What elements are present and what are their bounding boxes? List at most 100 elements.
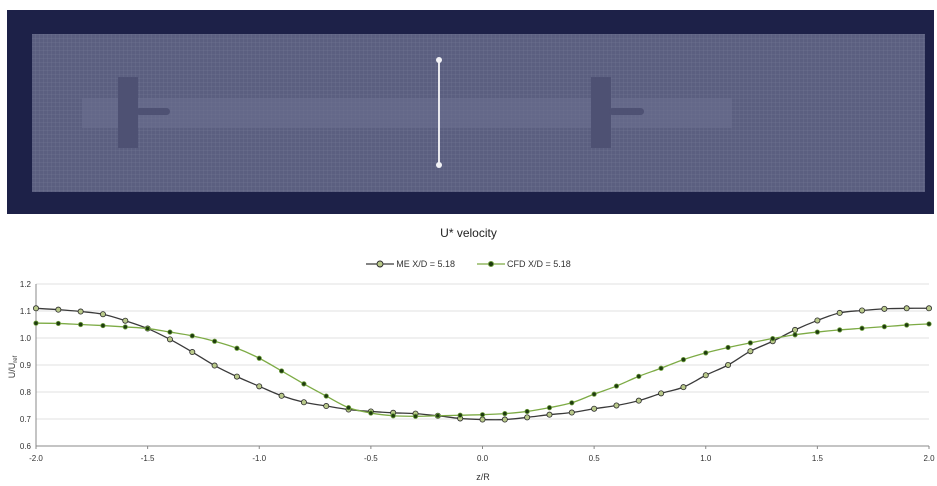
data-point-me — [591, 405, 598, 412]
data-point-cfd — [747, 340, 754, 346]
data-point-me — [836, 309, 843, 316]
data-point-me — [189, 349, 196, 356]
chart-legend: ME X/D = 5.18 CFD X/D = 5.18 — [0, 259, 937, 269]
data-point-me — [903, 305, 910, 312]
data-point-me — [77, 308, 84, 315]
data-point-me — [300, 399, 307, 406]
data-point-me — [524, 414, 531, 421]
data-point-cfd — [301, 381, 307, 387]
x-tick-label: -1.0 — [252, 454, 266, 463]
data-point-cfd — [167, 329, 173, 335]
legend-marker-cfd — [477, 260, 505, 268]
data-point-cfd — [323, 393, 329, 399]
chart-tick-labels: 0.6 0.7 0.8 0.9 1.0 1.1 1.2 -2.0 -1.5 -1.0 -0.5 0.0… — [20, 280, 935, 463]
data-point-me — [658, 390, 665, 397]
data-point-me — [680, 384, 687, 391]
data-point-me — [55, 306, 62, 313]
data-point-me — [881, 305, 888, 312]
data-point-me — [725, 362, 732, 369]
data-point-cfd — [725, 344, 731, 351]
data-point-cfd — [770, 335, 776, 342]
upstream-turbine-rotor — [118, 77, 138, 148]
velocity-line-chart: 0.6 0.7 0.8 0.9 1.0 1.1 1.2 -2.0 -1.5 -1.0 -0.5 0.0… — [7, 280, 935, 482]
legend-entry-me: ME X/D = 5.18 — [366, 259, 455, 269]
data-point-cfd — [859, 325, 865, 331]
y-tick-label: 0.6 — [20, 442, 32, 451]
y-tick-label: 1.0 — [20, 334, 32, 343]
data-point-cfd — [904, 322, 910, 328]
data-point-cfd — [100, 322, 106, 329]
data-point-me — [278, 392, 285, 399]
y-axis-label: U/Uref — [7, 355, 19, 378]
legend-entry-cfd: CFD X/D = 5.18 — [477, 259, 571, 269]
data-point-me — [166, 336, 173, 343]
data-point-cfd — [479, 412, 486, 418]
data-point-me — [926, 305, 933, 312]
y-tick-label: 0.7 — [20, 415, 32, 424]
x-tick-label: -1.5 — [141, 454, 155, 463]
y-tick-label: 1.2 — [20, 280, 32, 289]
data-point-cfd — [814, 329, 820, 335]
data-point-cfd — [212, 338, 218, 344]
downstream-turbine-rotor — [591, 77, 611, 148]
data-point-me — [33, 305, 40, 312]
data-point-cfd — [122, 324, 128, 330]
mesh-view — [32, 34, 925, 192]
data-point-me — [792, 326, 799, 333]
data-point-cfd — [435, 413, 441, 419]
data-point-cfd — [680, 357, 687, 363]
data-point-cfd — [145, 325, 151, 332]
chart-title: U* velocity — [440, 226, 497, 240]
data-point-cfd — [658, 365, 664, 371]
data-point-me — [323, 403, 330, 410]
data-point-cfd — [837, 327, 843, 333]
data-point-cfd — [256, 355, 262, 361]
data-point-me — [702, 372, 709, 379]
data-point-me — [479, 416, 486, 423]
legend-label-me: ME X/D = 5.18 — [396, 259, 455, 269]
data-point-cfd — [546, 405, 553, 411]
chart-gridlines — [36, 283, 929, 420]
chart-series — [33, 305, 933, 423]
data-point-cfd — [457, 412, 463, 418]
chart-axes — [35, 284, 930, 449]
data-point-me — [613, 402, 620, 409]
probe-line-start-point[interactable] — [436, 57, 442, 63]
x-tick-label: 1.5 — [812, 454, 824, 463]
x-axis-label: z/R — [476, 472, 490, 482]
data-point-me — [568, 409, 575, 416]
data-point-cfd — [636, 373, 642, 379]
data-point-cfd — [926, 321, 932, 327]
data-point-cfd — [569, 400, 575, 406]
data-point-me — [211, 362, 218, 369]
upstream-turbine-nacelle — [136, 108, 170, 115]
data-point-me — [747, 348, 754, 355]
x-tick-label: 2.0 — [923, 454, 935, 463]
legend-label-cfd: CFD X/D = 5.18 — [507, 259, 571, 269]
data-point-me — [859, 307, 866, 314]
y-axis-label-sub: ref — [13, 355, 19, 362]
data-point-cfd — [189, 333, 195, 339]
y-tick-label: 1.1 — [20, 307, 32, 316]
data-point-me — [501, 416, 508, 423]
data-point-cfd — [591, 391, 597, 397]
series-line-me — [35, 307, 930, 421]
data-point-cfd — [55, 320, 61, 327]
data-point-cfd — [33, 320, 39, 326]
data-point-me — [122, 317, 129, 324]
mesh-visualization-panel — [7, 10, 934, 214]
data-point-cfd — [703, 350, 709, 356]
x-tick-label: -0.5 — [364, 454, 378, 463]
data-point-cfd — [502, 411, 508, 417]
data-point-cfd — [234, 345, 240, 351]
y-tick-label: 0.8 — [20, 388, 32, 397]
data-point-me — [635, 397, 642, 404]
probe-line-end-point[interactable] — [436, 162, 442, 168]
data-point-me — [546, 411, 553, 418]
x-tick-label: 0.5 — [589, 454, 601, 463]
x-tick-label: -2.0 — [29, 454, 43, 463]
data-point-cfd — [524, 408, 530, 415]
data-point-cfd — [412, 413, 419, 419]
legend-marker-me — [366, 260, 395, 268]
data-point-me — [814, 317, 821, 324]
